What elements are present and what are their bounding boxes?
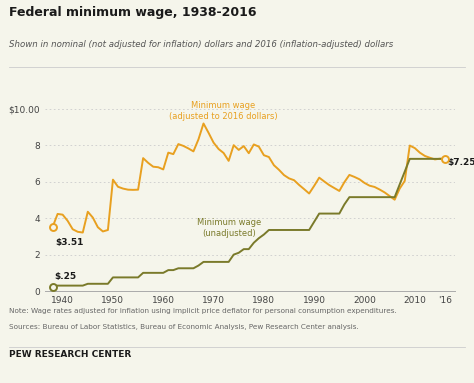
Text: Shown in nominal (not adjusted for inflation) dollars and 2016 (inflation-adjust: Shown in nominal (not adjusted for infla… (9, 40, 394, 49)
Text: Note: Wage rates adjusted for inflation using implicit price deflator for person: Note: Wage rates adjusted for inflation … (9, 308, 397, 314)
Text: $.25: $.25 (54, 272, 76, 282)
Text: Minimum wage
(unadjusted): Minimum wage (unadjusted) (197, 218, 261, 238)
Text: $7.25: $7.25 (447, 158, 474, 167)
Text: PEW RESEARCH CENTER: PEW RESEARCH CENTER (9, 350, 132, 359)
Text: $3.51: $3.51 (55, 238, 83, 247)
Text: Sources: Bureau of Labor Statistics, Bureau of Economic Analysis, Pew Research C: Sources: Bureau of Labor Statistics, Bur… (9, 324, 359, 330)
Text: Minimum wage
(adjusted to 2016 dollars): Minimum wage (adjusted to 2016 dollars) (169, 101, 278, 121)
Text: Federal minimum wage, 1938-2016: Federal minimum wage, 1938-2016 (9, 6, 257, 19)
